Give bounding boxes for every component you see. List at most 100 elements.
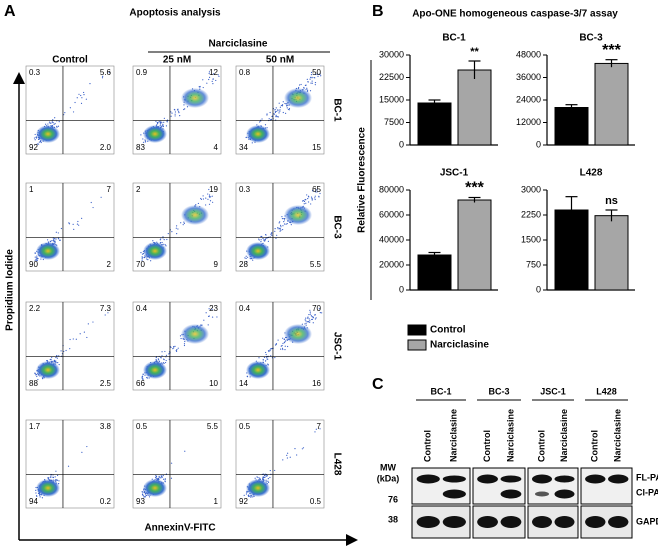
lane-label: Control — [590, 430, 600, 462]
band — [442, 475, 466, 483]
density-blob — [143, 361, 167, 379]
event-dot — [269, 469, 271, 472]
event-dot — [307, 320, 309, 323]
chart-title: BC-1 — [442, 33, 466, 44]
lane-label: Control — [536, 430, 546, 462]
event-dot — [159, 239, 161, 241]
event-dot — [304, 319, 306, 321]
event-dot — [269, 350, 271, 352]
event-dot — [289, 456, 291, 458]
event-dot — [310, 76, 312, 78]
band — [554, 475, 575, 483]
event-dot — [146, 258, 148, 260]
event-dot — [78, 224, 80, 226]
event-dot — [154, 477, 157, 479]
event-dot — [318, 308, 321, 310]
event-dot — [34, 372, 36, 374]
event-dot — [288, 109, 290, 111]
event-dot — [312, 322, 314, 324]
event-dot — [183, 108, 185, 111]
event-dot — [318, 195, 320, 197]
error-bar — [605, 59, 618, 68]
event-dot — [252, 496, 254, 498]
y-tick-label: 48000 — [516, 49, 541, 59]
event-dot — [85, 98, 87, 100]
bar — [457, 199, 492, 291]
event-dot — [264, 475, 266, 477]
event-dot — [162, 125, 165, 128]
quadrant-value: 9 — [214, 260, 219, 269]
event-dot — [174, 345, 176, 347]
event-dot — [302, 447, 305, 449]
event-dot — [244, 257, 246, 259]
event-dot — [286, 454, 288, 456]
quadrant-value: 0.9 — [136, 68, 148, 77]
event-dot — [312, 189, 314, 192]
event-dot — [157, 359, 160, 361]
event-dot — [274, 111, 277, 113]
event-dot — [165, 245, 167, 247]
quadrant-value: 88 — [29, 379, 38, 388]
event-dot — [83, 91, 85, 94]
event-dot — [92, 206, 94, 209]
event-dot — [271, 232, 273, 234]
quadrant-value: 4 — [214, 143, 219, 152]
event-dot — [274, 228, 276, 230]
event-dot — [202, 198, 205, 200]
event-dot — [35, 489, 37, 491]
event-dot — [208, 188, 210, 191]
event-dot — [57, 362, 59, 364]
event-dot — [161, 476, 163, 478]
event-dot — [75, 338, 77, 340]
event-dot — [279, 227, 281, 229]
event-dot — [155, 474, 157, 476]
event-dot — [155, 120, 157, 122]
event-dot — [277, 228, 279, 230]
event-dot — [60, 350, 62, 352]
event-dot — [316, 73, 318, 75]
event-dot — [163, 239, 165, 241]
event-dot — [278, 102, 280, 104]
event-dot — [267, 240, 269, 242]
event-dot — [200, 197, 202, 200]
y-tick-label: 12000 — [516, 117, 541, 127]
event-dot — [264, 476, 266, 479]
event-dot — [205, 204, 207, 206]
event-dot — [42, 378, 44, 380]
event-dot — [160, 477, 162, 479]
event-dot — [49, 358, 51, 361]
event-dot — [161, 355, 163, 357]
event-dot — [69, 338, 71, 341]
event-dot — [281, 347, 284, 349]
event-dot — [164, 350, 166, 353]
event-dot — [46, 239, 49, 241]
density-blob — [36, 242, 60, 260]
event-dot — [36, 373, 38, 376]
event-dot — [81, 217, 83, 219]
event-dot — [34, 139, 36, 141]
event-dot — [175, 349, 177, 352]
y-tick-label: 2250 — [521, 209, 541, 219]
event-dot — [208, 72, 210, 74]
flow-plot — [235, 182, 325, 272]
event-dot — [78, 93, 80, 95]
event-dot — [184, 108, 186, 110]
quadrant-value: 0.4 — [136, 304, 148, 313]
event-dot — [72, 338, 74, 340]
quadrant-value: 5.5 — [207, 422, 219, 431]
event-dot — [178, 112, 180, 114]
group-label: JSC-1 — [540, 386, 566, 396]
band-label: GAPDH — [636, 516, 658, 526]
event-dot — [310, 82, 312, 84]
event-dot — [167, 232, 169, 235]
y-tick-label: 0 — [536, 139, 541, 149]
event-dot — [174, 115, 176, 117]
event-dot — [275, 116, 277, 118]
event-dot — [307, 317, 309, 319]
lane-label: Narciclasine — [613, 409, 623, 462]
event-dot — [280, 226, 282, 228]
event-dot — [46, 360, 48, 362]
event-dot — [207, 198, 209, 200]
event-dot — [258, 239, 260, 241]
event-dot — [52, 119, 54, 121]
